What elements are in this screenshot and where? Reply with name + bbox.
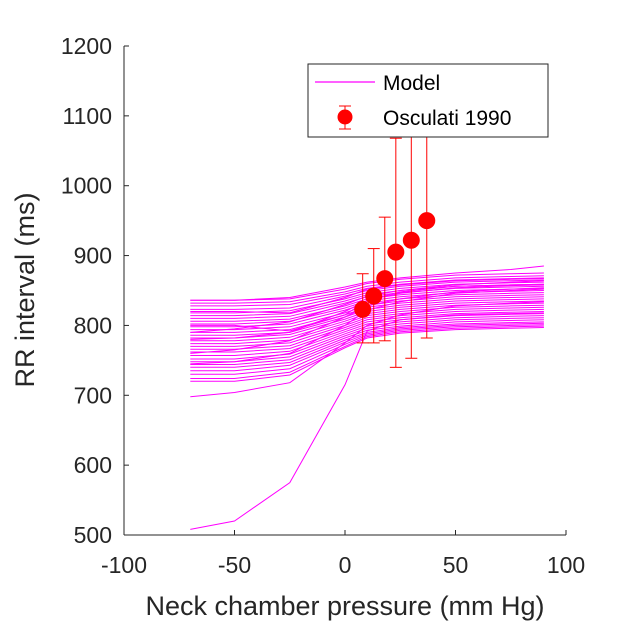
x-tick-label: -50 [218,552,251,578]
model-line [190,319,544,365]
model-line [190,311,544,353]
x-tick-label: -100 [101,552,147,578]
data-point [402,231,420,249]
y-tick-label: 1100 [63,103,112,129]
model-line [190,325,544,379]
ticks: -100 -50 0 50 100 500 600 700 800 900 1000 1100 1200 [61,33,585,578]
model-line [190,308,544,350]
x-tick-label: 100 [547,552,585,578]
model-line [190,315,544,360]
model-line [190,321,544,368]
model-line [190,275,544,304]
data-point [365,287,383,305]
legend-data-label: Osculati 1990 [383,107,511,130]
y-tick-label: 1200 [61,33,112,59]
y-tick-label: 700 [74,382,112,408]
data-point [354,300,372,318]
y-tick-label: 600 [74,452,112,478]
model-line [190,265,544,301]
data-point [418,212,436,230]
x-axis-title: Neck chamber pressure (mm Hg) [145,591,544,621]
y-tick-label: 900 [74,243,112,269]
model-line [190,322,544,372]
x-tick-label: 0 [339,552,352,578]
legend-box [307,63,549,138]
y-tick-label: 800 [74,312,112,338]
model-line [190,312,544,530]
model-line [190,327,544,382]
data-point [387,243,405,261]
legend: Model Osculati 1990 [307,63,549,138]
y-axis-title: RR interval (ms) [10,192,40,387]
y-tick-label: 500 [74,522,112,548]
model-line [190,313,544,356]
model-line [190,277,544,307]
legend-model-label: Model [383,72,440,95]
model-line [190,317,544,363]
model-line [190,301,544,398]
y-tick-label: 1000 [61,173,112,199]
model-line [190,324,544,375]
model-line [190,306,544,347]
x-tick-label: 50 [443,552,469,578]
data-points [354,212,436,318]
model-line [190,278,544,314]
model-line [190,279,544,310]
legend-data-swatch [337,105,353,130]
data-point [376,270,394,288]
